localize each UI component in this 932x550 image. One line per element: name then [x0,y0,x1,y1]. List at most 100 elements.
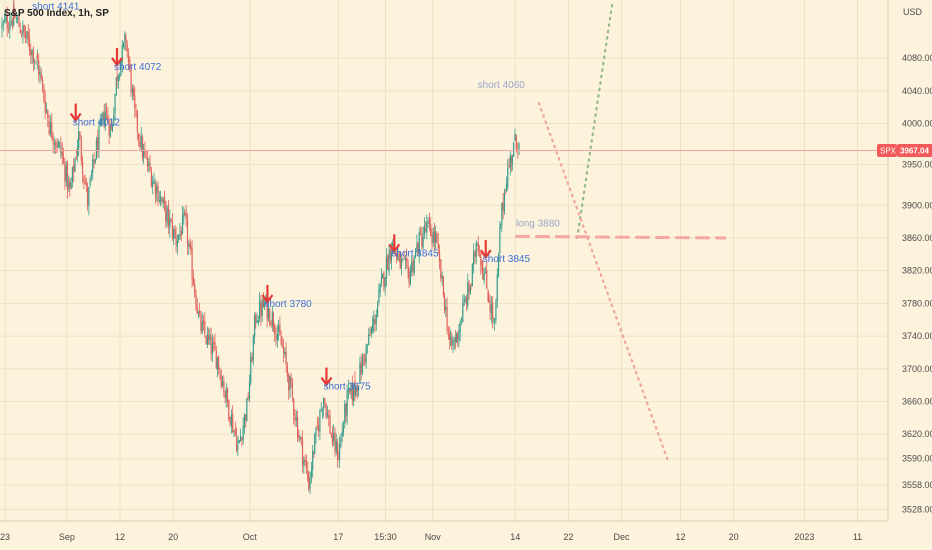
candle [364,353,366,366]
x-tick-label: 14 [510,532,520,542]
candle [449,326,451,350]
y-tick-label: 4040.00 [902,86,932,96]
candle [440,258,442,282]
candle [468,279,470,300]
candle [243,413,246,434]
candle [380,268,383,287]
candle [460,316,463,326]
candle [347,379,350,400]
candle [389,248,391,264]
candle [286,362,289,383]
candle [317,417,320,437]
x-tick-label: Nov [425,532,442,542]
candle [482,259,484,280]
candle [135,103,137,118]
candle [219,367,221,380]
candle [350,382,352,399]
drawing-tools-layer[interactable] [0,0,888,464]
candle [201,312,203,335]
candle [378,283,380,306]
candle [238,439,240,444]
candle [511,154,513,172]
candle [90,169,93,182]
candle [119,72,121,81]
candle [337,450,339,461]
candle [325,403,327,420]
candle [422,226,424,250]
candle [26,30,28,44]
time-axis[interactable]: 23 Sep 12 20 Oct 17 15:30 Nov 14 22 Dec 12 20 2023 11 [0,520,888,542]
candle [28,28,31,56]
candle [9,15,11,39]
candle [383,271,385,292]
candle [258,291,261,322]
candle [93,152,95,169]
candle [355,385,357,397]
candle [445,299,447,318]
candle [518,141,520,156]
candle [481,260,483,273]
candle [121,40,123,73]
candle [351,375,353,406]
trade-annotation: long 3880 [516,218,560,229]
candle [239,428,242,442]
candle [36,52,38,61]
candle [210,327,212,361]
candle [400,254,403,276]
candle [197,310,200,319]
candle [202,315,205,331]
candle [433,222,436,250]
candle [191,240,193,288]
annotation-label: short 3675 [323,382,371,393]
candle [288,372,290,401]
x-tick-label: 20 [729,532,739,542]
candle [361,353,364,375]
candle [19,22,21,34]
candle [406,248,408,269]
candle [493,317,495,324]
candle [285,342,287,373]
candle [207,327,210,345]
candle [100,113,103,127]
candle [397,247,399,261]
candle [503,188,506,215]
candle [310,461,312,484]
symbol-badge [877,143,897,157]
projection-dotted-line[interactable] [576,0,614,240]
candle [92,154,94,180]
y-tick-label: 4080.00 [902,53,932,63]
y-tick-label: 3860.00 [902,233,932,243]
candle [330,432,332,438]
candle [477,235,479,256]
candle [284,347,286,358]
projection-dotted-line[interactable] [537,101,670,464]
candle [165,200,167,229]
candle [167,200,170,235]
candlestick-series[interactable] [1,0,520,495]
candle [23,24,25,38]
candle [145,150,147,160]
candle [316,416,318,431]
candle [5,10,7,24]
candle [514,128,516,141]
candle [368,327,370,346]
candle [105,102,108,121]
candle [48,128,50,136]
candle [499,221,501,263]
candle [241,437,243,447]
candle [103,103,105,129]
candle [328,409,330,427]
candle [334,427,336,457]
candle [34,58,36,70]
candle [431,227,433,250]
price-axis[interactable]: USD 4080.00 4040.00 4000.00 3950.00 3900.00 3… [887,0,932,520]
candle [144,141,146,158]
candle [131,84,133,101]
candle [171,213,173,241]
long-target-dashed-line[interactable] [514,234,727,240]
currency-label: USD [903,7,923,17]
candle [126,40,128,58]
candle [375,309,377,331]
